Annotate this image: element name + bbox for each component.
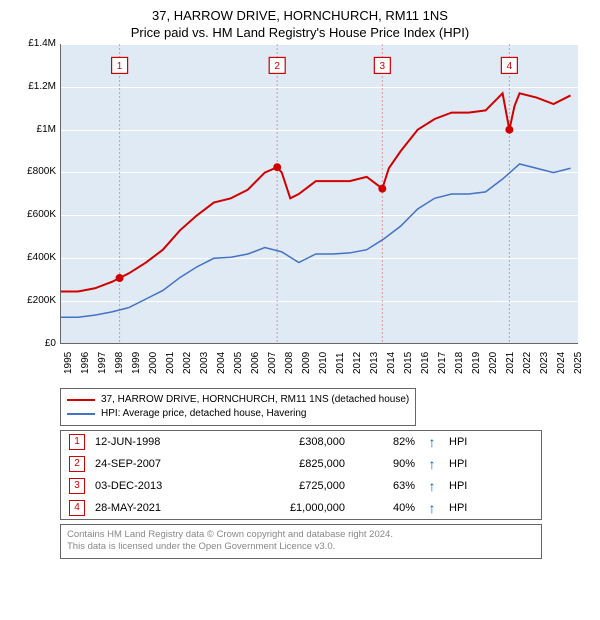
x-tick-label: 2010 — [318, 352, 329, 374]
y-tick-label: £600K — [18, 209, 56, 220]
series-price_paid — [61, 93, 571, 291]
sale-row: 4 28-MAY-2021 £1,000,000 40% ↑ HPI — [61, 497, 541, 519]
sale-date: 28-MAY-2021 — [95, 502, 225, 514]
sale-price: £308,000 — [235, 436, 345, 448]
x-tick-label: 2025 — [573, 352, 584, 374]
legend: 37, HARROW DRIVE, HORNCHURCH, RM11 1NS (… — [60, 388, 416, 426]
sale-dot — [378, 185, 386, 193]
y-tick-label: £800K — [18, 166, 56, 177]
x-tick-label: 2018 — [454, 352, 465, 374]
sale-row-marker: 4 — [69, 500, 85, 516]
sale-dot — [116, 274, 124, 282]
chart-container: 37, HARROW DRIVE, HORNCHURCH, RM11 1NS P… — [0, 0, 600, 565]
y-tick-label: £1.2M — [18, 81, 56, 92]
y-axis: £0£200K£400K£600K£800K£1M£1.2M£1.4M — [18, 44, 60, 344]
legend-item: 37, HARROW DRIVE, HORNCHURCH, RM11 1NS (… — [67, 393, 409, 407]
x-tick-label: 1996 — [80, 352, 91, 374]
sale-date: 03-DEC-2013 — [95, 480, 225, 492]
y-tick-label: £200K — [18, 295, 56, 306]
sale-dot — [505, 126, 513, 134]
sale-hpi-label: HPI — [449, 502, 479, 514]
x-tick-label: 2012 — [352, 352, 363, 374]
series-hpi — [61, 164, 571, 317]
plot-inner: 1 2 3 4 — [60, 44, 578, 344]
y-tick-label: £400K — [18, 252, 56, 263]
chart-title: 37, HARROW DRIVE, HORNCHURCH, RM11 1NS — [10, 8, 590, 25]
legend-label: HPI: Average price, detached house, Have… — [101, 407, 307, 421]
arrow-up-icon: ↑ — [425, 478, 439, 494]
x-tick-label: 2003 — [199, 352, 210, 374]
x-tick-label: 2014 — [386, 352, 397, 374]
sale-marker-number: 3 — [380, 61, 386, 72]
sale-hpi-label: HPI — [449, 458, 479, 470]
sale-dot — [273, 163, 281, 171]
sale-row: 1 12-JUN-1998 £308,000 82% ↑ HPI — [61, 431, 541, 453]
x-tick-label: 1998 — [114, 352, 125, 374]
legend-swatch — [67, 399, 95, 401]
sale-pct: 40% — [355, 502, 415, 514]
x-tick-label: 2019 — [471, 352, 482, 374]
arrow-up-icon: ↑ — [425, 500, 439, 516]
sale-pct: 90% — [355, 458, 415, 470]
legend-label: 37, HARROW DRIVE, HORNCHURCH, RM11 1NS (… — [101, 393, 409, 407]
legend-swatch — [67, 413, 95, 415]
x-tick-label: 2007 — [267, 352, 278, 374]
footnote: Contains HM Land Registry data © Crown c… — [60, 524, 542, 559]
x-tick-label: 2001 — [165, 352, 176, 374]
sale-pct: 63% — [355, 480, 415, 492]
x-tick-label: 2021 — [505, 352, 516, 374]
arrow-up-icon: ↑ — [425, 456, 439, 472]
x-tick-label: 1997 — [97, 352, 108, 374]
x-tick-label: 2008 — [284, 352, 295, 374]
sale-price: £825,000 — [235, 458, 345, 470]
plot-svg: 1 2 3 4 — [61, 44, 579, 344]
x-tick-label: 2002 — [182, 352, 193, 374]
plot-area: £0£200K£400K£600K£800K£1M£1.2M£1.4M 1234 — [18, 44, 578, 344]
x-tick-label: 2011 — [335, 352, 346, 374]
x-tick-label: 2004 — [216, 352, 227, 374]
sale-marker-number: 1 — [117, 61, 123, 72]
sale-price: £725,000 — [235, 480, 345, 492]
sale-row-marker: 1 — [69, 434, 85, 450]
x-tick-label: 2016 — [420, 352, 431, 374]
x-tick-label: 2009 — [301, 352, 312, 374]
sale-marker-number: 2 — [274, 61, 280, 72]
chart-subtitle: Price paid vs. HM Land Registry's House … — [10, 25, 590, 40]
x-tick-label: 2020 — [488, 352, 499, 374]
sale-hpi-label: HPI — [449, 436, 479, 448]
y-tick-label: £0 — [18, 338, 56, 349]
x-axis: 1995 1996 1997 1998 1999 2000 2001 2002 2003 2004… — [60, 344, 578, 384]
legend-item: HPI: Average price, detached house, Have… — [67, 407, 409, 421]
sale-pct: 82% — [355, 436, 415, 448]
x-tick-label: 2023 — [539, 352, 550, 374]
x-tick-label: 2024 — [556, 352, 567, 374]
x-tick-label: 2005 — [233, 352, 244, 374]
x-tick-label: 2022 — [522, 352, 533, 374]
footnote-line: This data is licensed under the Open Gov… — [67, 541, 535, 553]
y-tick-label: £1.4M — [18, 38, 56, 49]
sale-date: 24-SEP-2007 — [95, 458, 225, 470]
x-tick-label: 1995 — [63, 352, 74, 374]
sale-date: 12-JUN-1998 — [95, 436, 225, 448]
x-tick-label: 2006 — [250, 352, 261, 374]
sale-row-marker: 3 — [69, 478, 85, 494]
x-tick-label: 2017 — [437, 352, 448, 374]
x-tick-label: 1999 — [131, 352, 142, 374]
sale-marker-number: 4 — [507, 61, 513, 72]
sale-row: 2 24-SEP-2007 £825,000 90% ↑ HPI — [61, 453, 541, 475]
sale-price: £1,000,000 — [235, 502, 345, 514]
x-tick-label: 2013 — [369, 352, 380, 374]
sales-table: 1 12-JUN-1998 £308,000 82% ↑ HPI 2 24-SEP-2007 £… — [60, 430, 542, 520]
y-tick-label: £1M — [18, 124, 56, 135]
x-tick-label: 2000 — [148, 352, 159, 374]
arrow-up-icon: ↑ — [425, 434, 439, 450]
sale-row-marker: 2 — [69, 456, 85, 472]
footnote-line: Contains HM Land Registry data © Crown c… — [67, 529, 535, 541]
x-tick-label: 2015 — [403, 352, 414, 374]
sale-hpi-label: HPI — [449, 480, 479, 492]
sale-row: 3 03-DEC-2013 £725,000 63% ↑ HPI — [61, 475, 541, 497]
